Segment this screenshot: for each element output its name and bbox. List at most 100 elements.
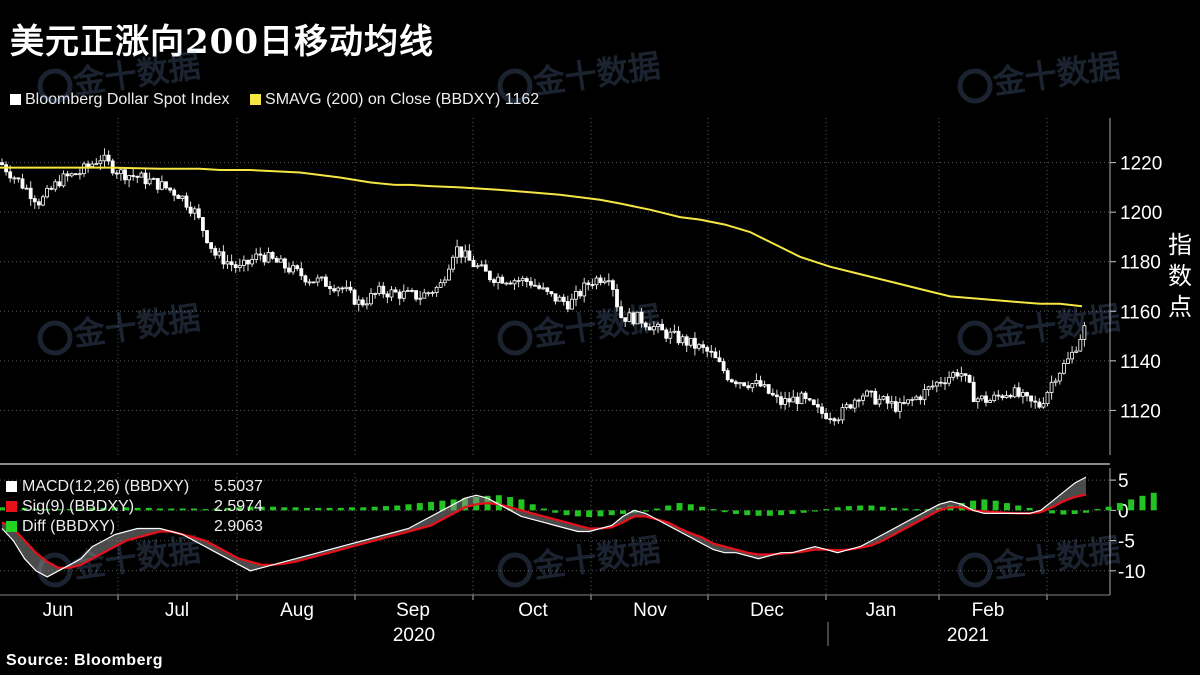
candle-body (762, 384, 767, 387)
candle-body (844, 404, 849, 408)
diff-bar (1139, 495, 1146, 511)
candle-body (57, 181, 62, 187)
diff-bar (732, 510, 739, 514)
candle-body (131, 175, 136, 177)
candle-body (360, 299, 365, 306)
candle-body (446, 268, 451, 281)
candle-body (323, 276, 328, 287)
candle-body (574, 290, 578, 300)
macd-legend-item-sig: Sig(9) (BBDXY) 2.5974 (6, 498, 263, 516)
candle-body (529, 281, 533, 286)
diff-bar (845, 506, 852, 511)
macd-legend-value-diff: 2.9063 (214, 518, 263, 535)
candle-body (291, 265, 296, 273)
watermark-text: 金十数据 (990, 298, 1123, 354)
candle-body (742, 382, 746, 387)
diff-bar (1128, 499, 1135, 511)
candle-body (442, 279, 447, 284)
diff-bar (653, 508, 660, 511)
diff-bar (168, 508, 175, 511)
candle-body (405, 290, 410, 292)
candle-body (832, 418, 837, 422)
diff-bar (247, 506, 254, 511)
candle-body (86, 163, 90, 167)
macd-legend-label-diff: Diff (BBDXY) (22, 518, 116, 535)
candle-body (848, 404, 853, 409)
candle-body (65, 173, 70, 177)
year-label-2021: 2021 (947, 625, 989, 646)
candle-body (746, 385, 751, 389)
candle-body (984, 395, 988, 403)
candle-body (988, 400, 992, 403)
diff-bar (800, 510, 807, 513)
diff-bar (1094, 509, 1101, 511)
candle-body (721, 361, 726, 372)
candle-body (623, 317, 628, 322)
diff-bar (89, 507, 96, 511)
watermark-7: 金十数据 (497, 530, 663, 588)
month-label-dec: Dec (750, 600, 784, 621)
diff-bar (236, 507, 243, 511)
diff-bar (676, 503, 683, 511)
diff-bar (190, 508, 197, 511)
candle-body (766, 384, 771, 394)
candle-body (598, 277, 603, 284)
candle-body (262, 254, 267, 263)
macd-legend-label-sig: Sig(9) (BBDXY) (22, 498, 135, 515)
diff-bar (66, 509, 73, 511)
candle-body (1041, 403, 1046, 408)
candle-body (159, 181, 164, 190)
candle-body (385, 293, 390, 298)
candle-body (426, 292, 431, 295)
candle-body (1062, 363, 1066, 374)
candle-body (168, 187, 173, 191)
candle-body (164, 181, 168, 189)
candle-body (78, 173, 82, 176)
diff-bar (721, 510, 728, 513)
candle-body (1057, 372, 1062, 382)
candle-body (770, 392, 775, 396)
candle-body (705, 347, 710, 352)
candle-body (811, 399, 816, 405)
diff-bar (337, 507, 344, 511)
candle-body (619, 306, 623, 319)
candle-body (90, 163, 95, 167)
candle-body (119, 169, 123, 175)
legend-label-smavg: SMAVG (200) on Close (BBDXY) 1162 (265, 91, 540, 108)
candle-body (738, 382, 742, 385)
candle-body (672, 330, 677, 333)
candle-body (106, 154, 111, 162)
diff-bar (145, 507, 152, 511)
candle-body (53, 181, 58, 190)
diff-bar (744, 510, 751, 516)
candle-body (590, 284, 595, 286)
watermark-8: 金十数据 (957, 530, 1123, 588)
diff-bar (789, 510, 796, 514)
candle-body (824, 413, 828, 420)
diff-bar (270, 506, 276, 511)
legend-item-smavg: SMAVG (200) on Close (BBDXY) 1162 (248, 91, 539, 108)
diff-bar (1083, 510, 1089, 513)
candle-body (582, 282, 587, 297)
candle-body (943, 382, 947, 385)
candle-body (1082, 325, 1087, 340)
candle-body (898, 402, 902, 412)
ytick-label-price-1: 1140 (1120, 352, 1161, 373)
candle-body (401, 290, 406, 299)
candle-body (467, 250, 472, 261)
diff-bar (699, 506, 706, 511)
macd-swatch-sig (6, 501, 17, 512)
watermark-text: 金十数据 (990, 46, 1123, 102)
candle-body (250, 259, 255, 265)
month-label-nov: Nov (633, 600, 667, 621)
candle-body (611, 280, 615, 290)
legend-label-index: Bloomberg Dollar Spot Index (25, 91, 230, 108)
candle-body (1029, 395, 1033, 402)
watermark-text: 金十数据 (530, 530, 663, 586)
watermark-logo-icon (37, 68, 73, 104)
candle-body (217, 251, 222, 256)
diff-bar (1049, 510, 1056, 514)
candle-body (549, 291, 554, 295)
candle-body (918, 396, 923, 401)
candle-body (496, 276, 501, 283)
